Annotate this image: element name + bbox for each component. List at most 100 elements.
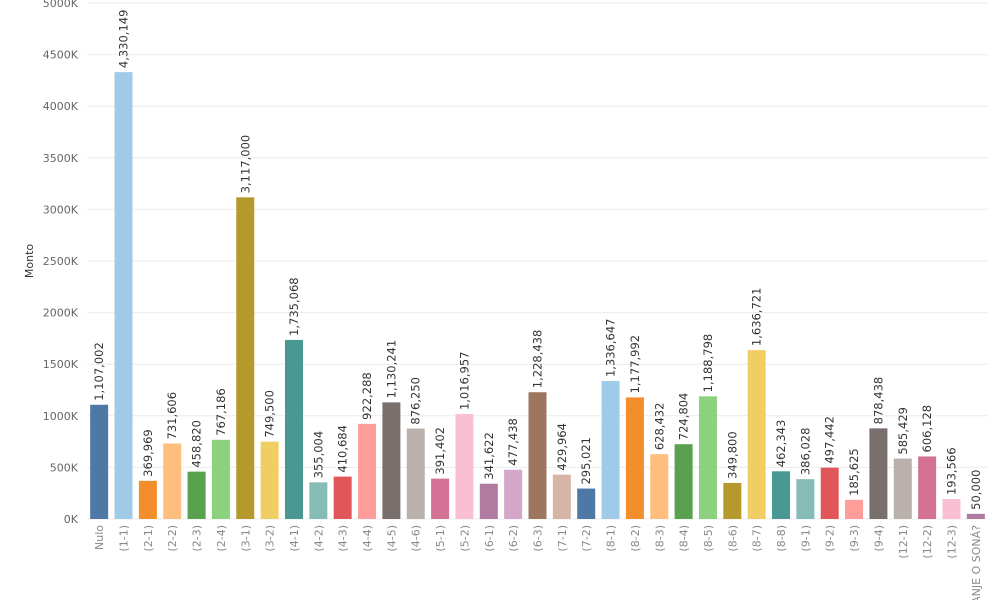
bar-value-label: 1,228,438	[531, 330, 545, 389]
bar-value-label: 1,636,721	[750, 288, 764, 347]
y-tick-label: 2000K	[43, 307, 79, 320]
bar	[479, 483, 498, 519]
bar	[284, 339, 303, 519]
bar-value-label: 3,117,000	[238, 135, 252, 194]
bar-value-label: 193,566	[944, 447, 958, 495]
x-axis-categories: Nulo (1-1) (2-1) (2-2) (2-3) (2-4) (3-1) (3-2) (…	[93, 525, 983, 600]
bar-value-label: 1,336,647	[604, 319, 618, 378]
y-tick-label: 1500K	[43, 358, 79, 371]
x-category-label: (6-3)	[532, 525, 545, 552]
bar-value-label: 477,438	[506, 418, 520, 466]
bar-value-label: 355,004	[311, 431, 325, 479]
x-category-label: (4-2)	[312, 525, 325, 552]
bar-value-label: 429,964	[555, 423, 569, 471]
data-labels: 1,107,002 4,330,149 369,969 731,606 458,820 7…	[92, 10, 983, 510]
bar	[820, 467, 839, 519]
bar-value-label: 1,016,957	[457, 352, 471, 411]
bar	[942, 499, 961, 519]
bar	[163, 443, 182, 519]
bar	[333, 476, 352, 519]
bar-value-label: 386,028	[798, 428, 812, 476]
bar	[625, 397, 644, 519]
x-category-label: (4-4)	[361, 525, 374, 552]
bar-value-label: 767,186	[214, 388, 228, 436]
x-category-label: (9-2)	[824, 525, 837, 552]
bar	[431, 478, 450, 519]
bar-value-label: 4,330,149	[117, 10, 131, 69]
bar-value-label: 50,000	[969, 470, 983, 510]
y-tick-label: 500K	[50, 461, 79, 474]
y-tick-label: 1000K	[43, 410, 79, 423]
y-tick-label: 5000K	[43, 0, 79, 10]
bar	[236, 197, 255, 519]
bar	[601, 381, 620, 519]
bar-value-label: 1,177,992	[628, 335, 642, 394]
bar	[528, 392, 547, 519]
bar-value-label: 497,442	[823, 416, 837, 464]
bar	[577, 488, 596, 519]
x-category-label: (4-5)	[385, 525, 398, 552]
x-category-label: (2-2)	[166, 525, 179, 552]
bar	[138, 480, 157, 519]
bar	[869, 428, 888, 519]
bar	[723, 482, 742, 519]
x-category-label: (5-2)	[458, 525, 471, 552]
bar-value-label: 585,429	[896, 407, 910, 455]
bar-value-label: 922,288	[360, 372, 374, 420]
bar	[90, 404, 109, 519]
bar	[747, 350, 766, 519]
bar	[211, 439, 230, 519]
bar	[674, 444, 693, 519]
x-category-label: ANJE O SONÁ?	[970, 525, 983, 600]
bar-value-label: 606,128	[920, 405, 934, 453]
x-category-label: (3-1)	[239, 525, 252, 552]
y-tick-label: 4000K	[43, 100, 79, 113]
bar	[796, 479, 815, 519]
bar	[406, 428, 425, 519]
bar-value-label: 410,684	[336, 425, 350, 473]
bar	[893, 458, 912, 519]
bar	[187, 471, 206, 519]
bar-value-label: 628,432	[652, 403, 666, 451]
x-category-label: (7-1)	[556, 525, 569, 552]
x-category-label: (8-2)	[629, 525, 642, 552]
bar	[309, 482, 328, 519]
x-category-label: (8-8)	[775, 525, 788, 552]
bar-value-label: 462,343	[774, 420, 788, 468]
x-category-label: (9-4)	[872, 525, 885, 552]
x-category-label: (8-6)	[726, 525, 739, 552]
x-category-label: (12-2)	[921, 525, 934, 559]
bar-value-label: 1,107,002	[92, 342, 106, 401]
bar-value-label: 185,625	[847, 448, 861, 496]
bar	[455, 414, 474, 519]
x-category-label: (2-4)	[215, 525, 228, 552]
y-tick-label: 0K	[64, 513, 79, 526]
x-category-label: (7-2)	[580, 525, 593, 552]
y-tick-label: 3500K	[43, 152, 79, 165]
x-category-label: (8-3)	[653, 525, 666, 552]
bar-value-label: 1,188,798	[701, 334, 715, 393]
bar-value-label: 391,402	[433, 427, 447, 475]
x-category-label: Nulo	[93, 525, 106, 550]
bar-value-label: 1,735,068	[287, 277, 301, 336]
bar-value-label: 295,021	[579, 437, 593, 485]
bar	[698, 396, 717, 519]
bar-value-label: 724,804	[677, 393, 691, 441]
bar-value-label: 731,606	[165, 392, 179, 440]
bar	[114, 72, 133, 519]
bar	[845, 499, 864, 519]
bars	[90, 72, 985, 519]
x-category-label: (1-1)	[118, 525, 131, 552]
bar	[358, 423, 377, 519]
bar-value-label: 369,969	[141, 429, 155, 477]
x-category-label: (6-2)	[507, 525, 520, 552]
bar-value-label: 876,250	[409, 377, 423, 425]
x-category-label: (2-1)	[142, 525, 155, 552]
bar	[966, 513, 985, 519]
bar-value-label: 878,438	[871, 377, 885, 425]
x-category-label: (6-1)	[483, 525, 496, 552]
y-axis-ticks: 0K 500K 1000K 1500K 2000K 2500K 3000K 3500K 4000…	[43, 0, 79, 526]
bar-value-label: 1,130,241	[384, 340, 398, 399]
